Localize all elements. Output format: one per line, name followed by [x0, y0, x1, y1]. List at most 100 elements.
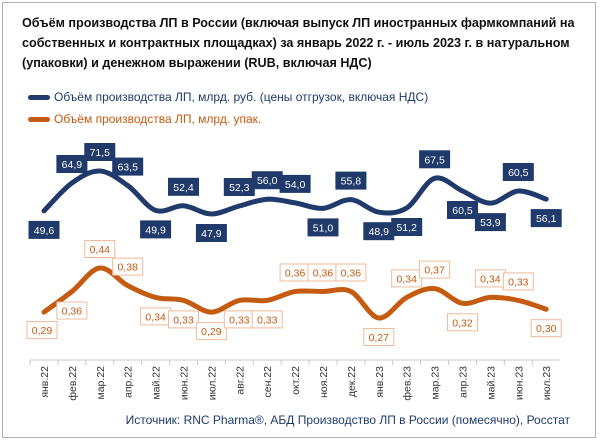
data-label-box: [26, 321, 58, 340]
legend-label-packs: Объём производства ЛП, млрд. упак.: [54, 112, 262, 126]
data-label-box: [502, 272, 534, 291]
data-label-s0-7: 52,3: [223, 178, 255, 196]
data-label-box: [140, 220, 172, 239]
data-label-text: 51,2: [396, 222, 417, 234]
data-label-s1-8: 0,33: [251, 310, 283, 329]
data-label-s1-18: 0,30: [530, 319, 562, 338]
data-label-text: 51,0: [313, 222, 334, 234]
data-label-text: 0,36: [341, 268, 362, 280]
data-label-s0-6: 47,9: [195, 224, 227, 242]
x-tick-label: апр.23: [458, 366, 470, 398]
legend-item-rub: Объём производства ЛП, млрд. руб. (цены …: [28, 86, 428, 108]
data-label-text: 0,36: [285, 268, 306, 280]
x-tick-label: июл.23: [541, 366, 553, 400]
data-label-s1-14: 0,37: [419, 260, 451, 279]
data-label-text: 56,1: [536, 213, 557, 225]
x-tick-label: ноя.22: [318, 366, 330, 398]
data-label-s0-2: 71,5: [84, 143, 116, 161]
data-label-s1-9: 0,36: [279, 263, 311, 282]
data-label-text: 0,30: [536, 323, 557, 335]
x-tick-label: апр.22: [123, 366, 135, 398]
x-tick-label: янв.23: [374, 366, 386, 398]
data-label-text: 0,36: [62, 306, 83, 318]
data-label-box: [419, 150, 451, 169]
data-label-s1-3: 0,38: [112, 257, 144, 276]
data-label-text: 0,33: [508, 276, 529, 288]
x-tick-label: фев.23: [402, 366, 414, 401]
data-label-text: 56,0: [257, 175, 278, 187]
data-label-text: 0,33: [229, 314, 250, 326]
data-label-s1-0: 0,29: [26, 321, 58, 340]
data-label-text: 0,36: [313, 268, 334, 280]
data-label-box: [335, 171, 367, 190]
data-label-s1-1: 0,36: [56, 301, 88, 320]
data-label-s0-4: 49,9: [140, 220, 172, 239]
data-label-s0-14: 67,5: [419, 150, 451, 169]
data-label-s0-9: 54,0: [279, 174, 311, 193]
source-note: Источник: RNC Pharma®, АБД Производство …: [125, 413, 570, 427]
data-label-text: 0,34: [396, 273, 417, 285]
legend-label-rub: Объём производства ЛП, млрд. руб. (цены …: [54, 90, 429, 104]
data-label-text: 63,5: [117, 162, 138, 174]
data-label-s0-0: 49,6: [28, 220, 60, 239]
data-label-s0-11: 55,8: [335, 171, 367, 190]
data-label-s1-13: 0,34: [391, 269, 423, 288]
data-label-text: 0,34: [145, 311, 166, 323]
x-tick-label: июл.22: [206, 366, 218, 400]
data-label-text: 0,29: [201, 326, 222, 338]
data-label-text: 54,0: [285, 179, 306, 191]
x-tick-label: май.23: [485, 366, 497, 400]
data-label-s1-6: 0,29: [195, 322, 227, 341]
data-label-text: 0,27: [369, 332, 390, 344]
data-label-s1-16: 0,34: [474, 269, 506, 288]
data-label-box: [530, 209, 562, 228]
data-label-text: 52,3: [229, 182, 250, 194]
x-tick-label: фев.22: [67, 366, 79, 401]
data-label-text: 47,9: [201, 228, 222, 240]
data-label-text: 0,34: [480, 273, 501, 285]
data-label-text: 0,32: [452, 317, 473, 329]
x-axis: янв.22 фев.22 мар.22 апр.22 май.22 июн.22 июл.…: [29, 359, 561, 401]
legend: Объём производства ЛП, млрд. руб. (цены …: [28, 86, 428, 130]
data-label-s0-3: 63,5: [112, 157, 144, 176]
x-tick-label: авг.22: [234, 366, 246, 395]
data-label-box: [447, 313, 478, 332]
x-tick-label: сен.22: [262, 366, 274, 398]
data-label-s1-11: 0,36: [335, 263, 367, 282]
data-label-s0-10: 51,0: [307, 218, 339, 237]
x-tick-label: июн.23: [513, 366, 525, 400]
data-label-text: 0,29: [32, 325, 53, 337]
data-label-s0-13: 51,2: [391, 218, 423, 236]
series-line-0: [41, 168, 549, 217]
data-label-s0-1: 64,9: [56, 155, 88, 173]
data-label-s1-15: 0,32: [447, 313, 478, 332]
data-label-text: 60,5: [452, 205, 473, 217]
data-label-box: [530, 319, 562, 338]
data-label-s1-5: 0,33: [168, 310, 199, 329]
data-label-s0-12: 48,9: [363, 222, 395, 241]
data-label-s0-16: 53,9: [474, 213, 506, 232]
data-label-text: 52,4: [173, 182, 194, 194]
data-label-text: 53,9: [480, 217, 501, 229]
data-label-text: 0,33: [257, 314, 278, 326]
data-label-s1-10: 0,36: [307, 263, 339, 282]
data-label-text: 0,44: [90, 244, 111, 256]
data-label-text: 60,5: [508, 167, 529, 179]
data-label-box: [112, 157, 144, 176]
data-label-s1-7: 0,33: [223, 310, 255, 329]
data-label-box: [391, 218, 423, 236]
data-label-box: [251, 310, 283, 329]
data-label-text: 64,9: [62, 159, 83, 171]
data-label-box: [195, 322, 227, 341]
data-label-s0-8: 56,0: [251, 171, 283, 190]
data-label-s0-17: 60,5: [502, 163, 534, 181]
data-label-s0-18: 56,1: [530, 209, 562, 228]
data-label-box: [335, 263, 367, 282]
data-label-text: 0,33: [173, 314, 194, 326]
x-tick-label: янв.22: [39, 366, 51, 398]
data-label-s0-15: 60,5: [447, 201, 478, 219]
x-tick-label: июн.22: [179, 366, 191, 400]
data-label-s1-12: 0,27: [363, 328, 395, 346]
data-label-box: [474, 213, 506, 232]
series-line-1: [41, 265, 549, 321]
